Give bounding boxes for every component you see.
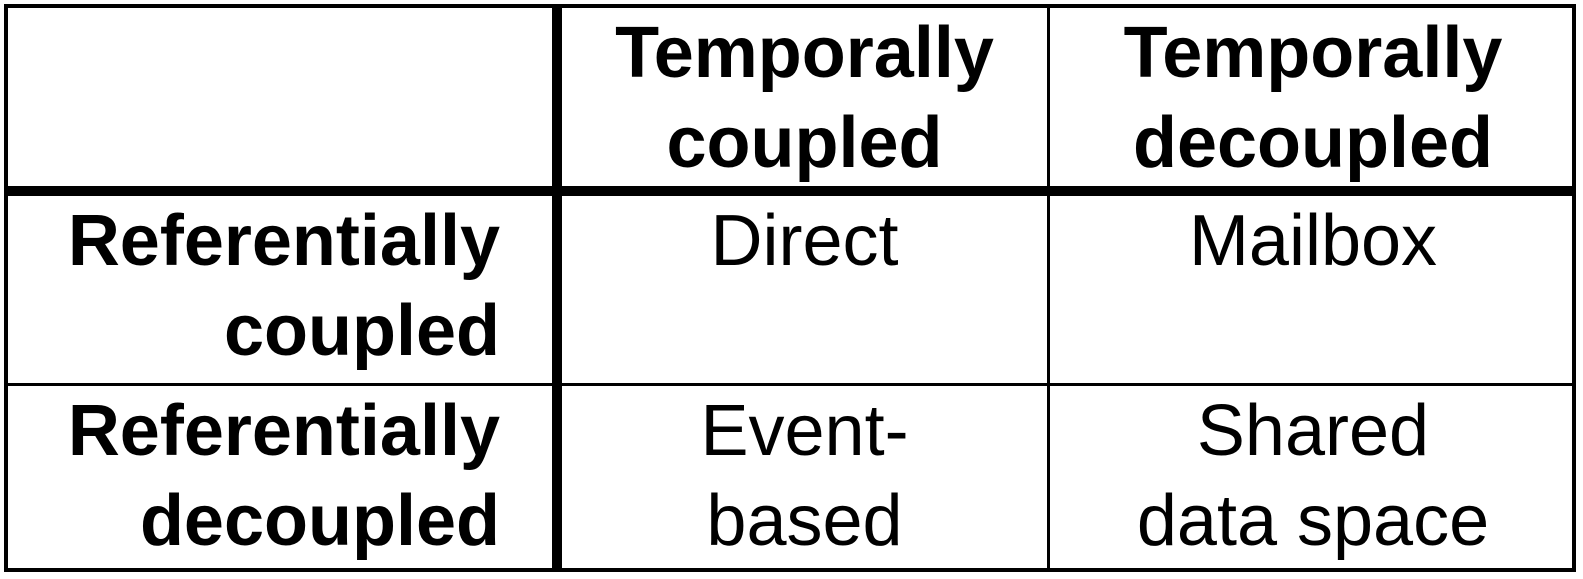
column-header-line: Temporally: [615, 13, 994, 93]
cell-line: Mailbox: [1188, 201, 1438, 281]
cell-line: Event-: [700, 391, 909, 471]
cell-event-based: Event- based: [562, 386, 1047, 572]
row-divider: [8, 383, 1572, 386]
cell-line: based: [706, 481, 903, 561]
column-header-temporally-coupled: Temporally coupled: [562, 8, 1047, 186]
cell-line: Shared: [1196, 391, 1430, 471]
cell-line: Direct: [710, 201, 899, 281]
cell-direct: Direct: [562, 196, 1047, 383]
header-row-divider: [8, 186, 1572, 196]
column-header-line: Temporally: [1123, 13, 1503, 93]
cell-line: data space: [1136, 481, 1490, 561]
row-header-line: Referentially: [67, 201, 500, 281]
row-header-referentially-coupled: Referentially coupled: [8, 196, 552, 383]
row-header-line: coupled: [223, 291, 500, 371]
column-header-temporally-decoupled: Temporally decoupled: [1050, 8, 1576, 186]
coupling-table: Temporally coupled Temporally decoupled …: [4, 4, 1576, 572]
column-divider: [1047, 8, 1050, 568]
header-column-divider: [552, 8, 562, 568]
row-header-line: Referentially: [67, 391, 500, 471]
cell-mailbox: Mailbox: [1050, 196, 1576, 383]
column-header-line: decoupled: [1132, 103, 1494, 183]
row-header-line: decoupled: [139, 481, 500, 561]
row-header-referentially-decoupled: Referentially decoupled: [8, 386, 552, 572]
cell-shared-data-space: Shared data space: [1050, 386, 1576, 572]
column-header-line: coupled: [666, 103, 943, 183]
